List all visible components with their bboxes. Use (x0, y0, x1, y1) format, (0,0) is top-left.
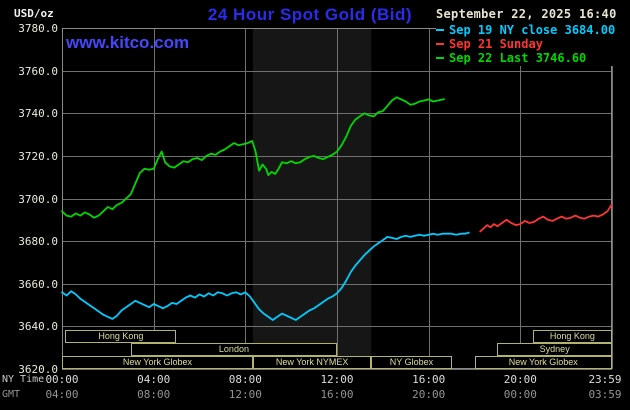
ny-time-tick-label: 23:59 (588, 373, 622, 386)
legend-dash-icon (436, 57, 444, 59)
session-box-new-york-globex: New York Globex (62, 356, 253, 369)
datetime-label: September 22, 2025 16:40 (436, 7, 617, 21)
y-axis-tick-label: 3660.0 (18, 277, 58, 291)
ny-time-tick-label: 04:00 (137, 373, 171, 386)
legend-item: Sep 21 Sunday (436, 37, 615, 51)
gmt-tick-label: 16:00 (320, 388, 354, 401)
session-box-hong-kong: Hong Kong (65, 330, 177, 343)
gmt-tick-label: 08:00 (137, 388, 171, 401)
legend: Sep 19 NY close 3684.00 Sep 21 Sunday Sep … (436, 23, 619, 66)
gmt-axis-label: GMT (2, 389, 21, 400)
y-axis-tick-label: 3740.0 (18, 107, 58, 121)
session-box-london: London (130, 343, 338, 356)
y-axis-tick-label: 3760.0 (18, 64, 58, 78)
session-box-new-york-nymex: New York NYMEX (252, 356, 372, 369)
kitco-watermark-link[interactable]: www.kitco.com (66, 33, 190, 52)
session-box-ny-globex: NY Globex (371, 356, 452, 369)
chart-title: 24 Hour Spot Gold (Bid) (207, 5, 413, 24)
ny-time-tick-label: 00:00 (45, 373, 79, 386)
legend-item: Sep 22 Last 3746.60 (436, 51, 615, 65)
ny-time-axis-label: NY Time (2, 374, 45, 385)
series-line-sep-22-last (61, 96, 445, 219)
nymex-hours-shade (252, 28, 372, 369)
ny-time-tick-label: 20:00 (503, 373, 537, 386)
y-axis-tick-label: 3780.0 (18, 22, 58, 35)
y-axis-tick-label: 3680.0 (18, 235, 58, 249)
gmt-tick-label: 03:59 (588, 388, 622, 401)
session-box-sydney: Sydney (497, 343, 612, 356)
y-axis-tick-label: 3640.0 (18, 320, 58, 334)
legend-dash-icon (436, 43, 444, 45)
session-box-hong-kong: Hong Kong (532, 330, 612, 343)
legend-label: Sep 21 Sunday (449, 37, 543, 51)
ny-time-tick-label: 08:00 (228, 373, 262, 386)
y-axis-tick-label: 3720.0 (18, 149, 58, 163)
legend-label: Sep 22 Last 3746.60 (449, 51, 587, 65)
ny-time-tick-label: 16:00 (412, 373, 446, 386)
y-axis-tick-label: 3620.0 (18, 363, 58, 376)
y-axis-unit-label: USD/oz (14, 7, 54, 20)
gmt-tick-label: 12:00 (228, 388, 262, 401)
legend-item: Sep 19 NY close 3684.00 (436, 23, 615, 37)
gmt-tick-label: 00:00 (503, 388, 537, 401)
legend-label: Sep 19 NY close 3684.00 (449, 23, 616, 37)
legend-dash-icon (436, 29, 444, 31)
series-line-sep-21-sunday (479, 203, 613, 233)
session-box-new-york-globex: New York Globex (474, 356, 612, 369)
gmt-tick-label: 20:00 (412, 388, 446, 401)
series-line-sep-19-ny-close (61, 231, 470, 321)
y-axis-tick-label: 3700.0 (18, 192, 58, 206)
gmt-tick-label: 04:00 (45, 388, 79, 401)
ny-time-tick-label: 12:00 (320, 373, 354, 386)
